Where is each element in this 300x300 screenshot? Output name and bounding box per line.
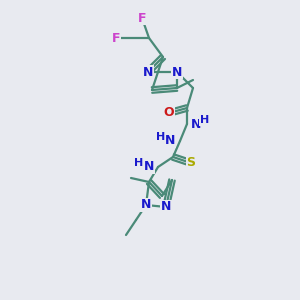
Text: N: N [165, 134, 175, 148]
Text: N: N [191, 118, 201, 130]
Text: F: F [138, 11, 146, 25]
Text: S: S [187, 157, 196, 169]
Text: N: N [143, 65, 153, 79]
Text: H: H [156, 132, 165, 142]
Text: F: F [112, 32, 120, 44]
Text: O: O [164, 106, 174, 119]
Text: N: N [161, 200, 171, 214]
Text: N: N [172, 65, 182, 79]
Text: N: N [141, 199, 151, 212]
Text: H: H [200, 115, 209, 125]
Text: N: N [144, 160, 154, 173]
Text: H: H [134, 158, 143, 168]
